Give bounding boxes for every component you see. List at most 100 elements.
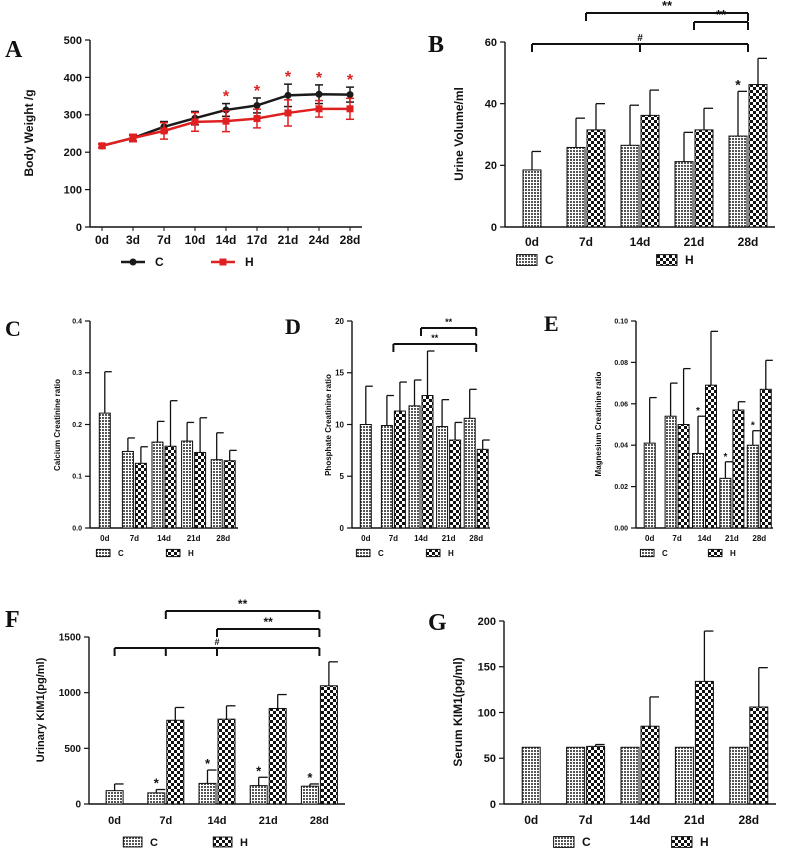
bar-h xyxy=(677,424,690,529)
legend-swatch xyxy=(656,254,678,266)
y-tick-label: 0.06 xyxy=(614,401,628,408)
y-tick-label: 0.2 xyxy=(72,422,82,429)
bar-c xyxy=(151,441,164,529)
legend-label: H xyxy=(188,549,194,558)
x-tick-label: 28d xyxy=(738,235,759,249)
bar-c xyxy=(181,440,194,529)
y-tick-label: 0.3 xyxy=(72,370,82,377)
significance-mark: * xyxy=(696,406,700,417)
significance-mark: * xyxy=(205,756,211,771)
panel-letter: B xyxy=(428,32,444,58)
x-tick-label: 7d xyxy=(579,235,593,249)
legend-swatch xyxy=(707,548,723,558)
significance-mark: * xyxy=(154,776,160,791)
bar-c xyxy=(746,444,759,529)
x-tick-label: 7d xyxy=(672,534,681,543)
x-tick-label: 7d xyxy=(157,233,171,247)
legend-swatch xyxy=(212,836,233,848)
bar-c xyxy=(674,746,694,805)
x-tick-label: 28d xyxy=(310,815,329,827)
bar-h xyxy=(166,719,185,805)
bar-c xyxy=(521,746,541,805)
bar-h xyxy=(223,460,236,529)
y-tick-label: 0 xyxy=(76,222,82,234)
legend-swatch xyxy=(122,836,143,848)
legend-label: C xyxy=(155,255,164,269)
y-tick-label: 10 xyxy=(335,420,344,429)
y-tick-label: 60 xyxy=(485,37,497,49)
x-tick-label: 0d xyxy=(645,534,654,543)
x-tick-label: 24d xyxy=(309,233,330,247)
bar-c xyxy=(98,412,111,529)
bar-c xyxy=(436,426,449,529)
legend-marker xyxy=(129,258,137,266)
legend-label: H xyxy=(448,549,454,558)
panel-letter: A xyxy=(5,37,23,63)
y-tick-label: 15 xyxy=(335,369,344,378)
y-tick-label: 0 xyxy=(340,524,345,533)
legend-label: H xyxy=(730,549,736,558)
bracket-label: ** xyxy=(662,0,673,13)
bar-c xyxy=(105,790,124,805)
significance-mark: * xyxy=(256,763,262,778)
legend-marker xyxy=(219,258,227,266)
chart-panel-e: E Magnesium Creatinine ratio 0.00 0.02 0.04 0… xyxy=(544,311,773,558)
bar-c xyxy=(300,785,319,805)
bar-c xyxy=(147,792,166,805)
significance-mark: * xyxy=(254,83,261,100)
chart-panel-f: F Urinary KIM1(pg/ml) 0 500 1000 1500 0d 7d 14d 2… xyxy=(5,597,345,849)
x-tick-label: 21d xyxy=(278,233,299,247)
bar-h xyxy=(748,84,768,228)
y-tick-label: 0.4 xyxy=(72,318,82,325)
x-tick-label: 21d xyxy=(442,534,456,543)
bar-c xyxy=(728,135,748,228)
significance-mark: * xyxy=(723,452,727,463)
y-tick-label: 0 xyxy=(490,799,496,811)
y-axis-label: Magnesium Creatinine ratio xyxy=(594,371,603,476)
legend-swatch xyxy=(639,548,655,558)
legend-label: C xyxy=(150,837,158,849)
data-point xyxy=(315,90,323,98)
y-axis-label: Serum KIM1(pg/ml) xyxy=(451,657,465,766)
significance-mark: * xyxy=(285,69,292,86)
bar-c xyxy=(620,144,640,228)
chart-panel-a: A Body Weight /g 0 100 200 300 400 500 0d 3d 7d 10d… xyxy=(5,35,362,269)
x-tick-label: 7d xyxy=(130,534,139,543)
bar-c xyxy=(210,459,223,529)
legend-label: C xyxy=(378,549,384,558)
x-tick-label: 28d xyxy=(752,534,766,543)
panel-letter: D xyxy=(285,314,301,339)
y-tick-label: 200 xyxy=(478,616,496,628)
y-axis-label: Phosphate Creatinine ratio xyxy=(324,374,333,476)
bar-h xyxy=(393,410,406,529)
bar-h xyxy=(268,707,287,805)
legend-swatch xyxy=(516,254,538,266)
y-tick-label: 1500 xyxy=(59,633,82,644)
y-tick-label: 500 xyxy=(64,35,82,47)
significance-mark: * xyxy=(316,70,323,87)
legend-label: C xyxy=(582,835,591,849)
data-point xyxy=(346,91,354,99)
bar-c xyxy=(719,477,732,529)
bar-c xyxy=(522,169,542,228)
significance-mark: * xyxy=(751,421,755,432)
chart-panel-g: G Serum KIM1(pg/ml) 0 50 100 150 200 0d 7d 14d 21d… xyxy=(428,610,776,849)
bar-c xyxy=(664,415,677,529)
bar-c xyxy=(121,450,134,529)
data-point xyxy=(315,105,323,113)
bracket-label: ** xyxy=(238,597,248,611)
x-tick-label: 28d xyxy=(738,813,759,827)
significance-mark: * xyxy=(307,770,313,785)
y-tick-label: 50 xyxy=(484,753,496,765)
panel-letter: F xyxy=(5,607,20,633)
y-tick-label: 0.0 xyxy=(72,525,82,532)
chart-panel-c: C Calcium Creatinine ratio 0.0 0.1 0.2 0.3 0.4… xyxy=(5,316,238,558)
x-tick-label: 10d xyxy=(185,233,206,247)
bar-c xyxy=(620,746,640,805)
legend-label: C xyxy=(662,549,668,558)
bar-h xyxy=(421,395,434,529)
bar-c xyxy=(463,417,476,529)
x-tick-label: 21d xyxy=(684,235,705,249)
